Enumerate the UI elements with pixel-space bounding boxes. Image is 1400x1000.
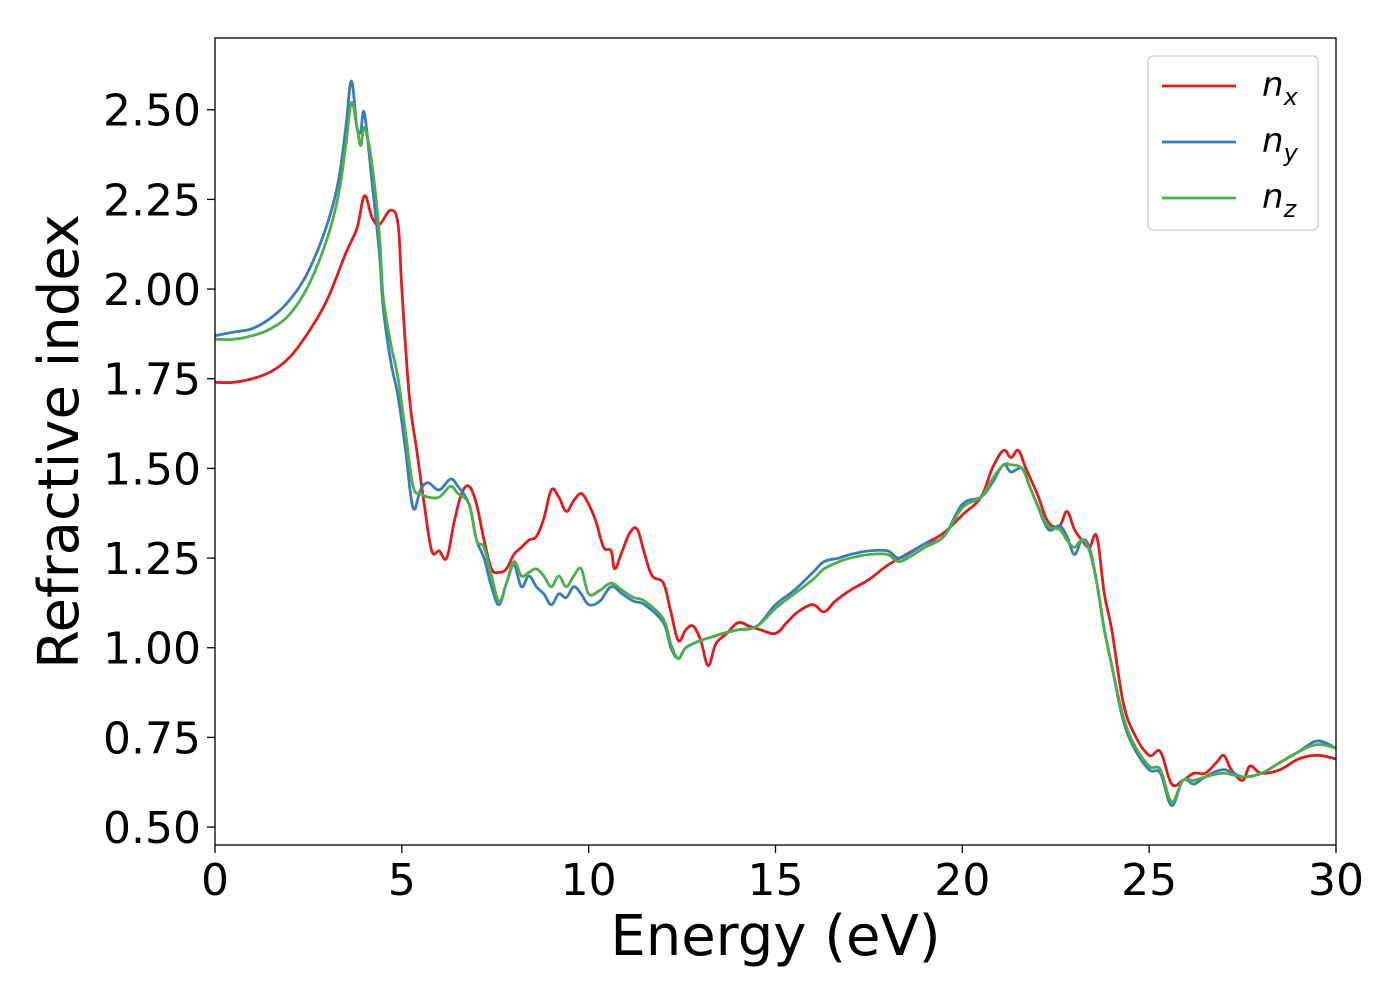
legend: nx ny nz [1147,55,1319,231]
y-tick-label: 2.25 [103,175,201,226]
x-tick-label: 20 [934,855,990,906]
legend-item-n-x: nx [1162,65,1299,111]
y-tick-label: 1.25 [103,534,201,585]
x-axis-title: Energy (eV) [610,904,940,969]
legend-label: nx [1262,65,1299,111]
x-axis: 0 5 10 15 20 25 30 [201,845,1364,906]
x-tick-label: 25 [1121,855,1177,906]
y-tick-label: 1.75 [103,355,201,406]
x-tick-label: 15 [748,855,804,906]
x-tick-label: 0 [201,855,229,906]
y-axis-title: Refractive index [27,214,92,669]
y-tick-label: 0.50 [103,803,201,854]
x-tick-label: 30 [1308,855,1364,906]
legend-label: ny [1262,121,1299,167]
x-tick-label: 10 [561,855,617,906]
legend-item-n-z: nz [1162,177,1298,223]
series-layer [215,79,1336,807]
y-tick-label: 1.00 [103,624,201,675]
series-line-n-x [215,194,1336,788]
y-tick-label: 2.00 [103,265,201,316]
y-tick-label: 1.50 [103,444,201,495]
legend-item-n-y: ny [1162,121,1299,167]
series-line-n-z [215,100,1336,804]
x-tick-label: 5 [388,855,416,906]
y-tick-label: 2.50 [103,86,201,137]
legend-label: nz [1262,177,1298,223]
y-axis: 0.50 0.75 1.00 1.25 1.50 1.75 2.00 2.25 2.50 [103,86,215,854]
y-tick-label: 0.75 [103,713,201,764]
